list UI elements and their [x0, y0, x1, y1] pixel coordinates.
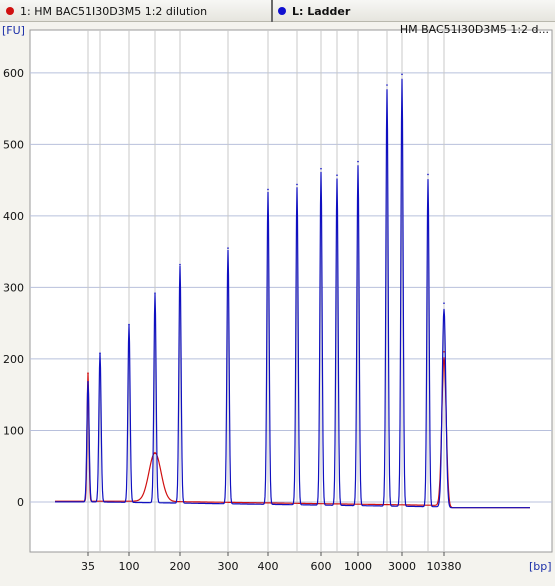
ladder-peak-point [179, 263, 181, 266]
ladder-peak-point [99, 352, 101, 355]
series-layer [55, 73, 530, 509]
ladder-peak-point [296, 183, 298, 186]
sample-peak-point [87, 372, 89, 375]
ladder-peak-point [87, 381, 89, 383]
x-axis-ticks: 35 100 200 300 400 600 1000 3000 10380 [81, 552, 462, 573]
y-tick-label: 0 [17, 496, 24, 509]
x-tick-label: 200 [170, 560, 191, 573]
ladder-peak-point [443, 302, 445, 304]
ladder-peak-point [386, 84, 388, 86]
y-axis-label: [FU] [2, 24, 25, 37]
x-tick-label: 1000 [344, 560, 372, 573]
y-tick-label: 300 [3, 281, 24, 294]
x-tick-label: 100 [119, 560, 140, 573]
x-tick-label: 300 [218, 560, 239, 573]
ladder-peak-point [401, 73, 403, 76]
tab-sample-1[interactable]: 1: HM BAC51I30D3M5 1:2 dilution [6, 0, 207, 22]
x-tick-label: 600 [311, 560, 332, 573]
y-tick-label: 100 [3, 424, 24, 437]
sample-tab-bar: 1: HM BAC51I30D3M5 1:2 dilution L: Ladde… [0, 0, 555, 22]
x-axis-label: [bp] [529, 560, 552, 573]
ladder-peak-point [227, 247, 229, 249]
ladder-series-line [55, 78, 530, 509]
ladder-peak-point [128, 323, 130, 326]
ladder-peak-point [357, 160, 359, 163]
tab-sample-1-label: 1: HM BAC51I30D3M5 1:2 dilution [20, 4, 208, 18]
sample-peak-point [443, 350, 445, 353]
ladder-peak-point [320, 167, 322, 170]
ladder-peak-point [154, 292, 156, 294]
plot-area [29, 29, 553, 553]
x-tick-label: 400 [258, 560, 279, 573]
tab-ladder-label: L: Ladder [292, 4, 351, 18]
tab-ladder[interactable]: L: Ladder [278, 0, 350, 22]
tab-divider [271, 0, 273, 22]
ladder-blue-dot-icon [278, 7, 286, 15]
horizontal-gridlines [30, 72, 552, 503]
ladder-peak-point [427, 173, 429, 176]
x-tick-label: 3000 [388, 560, 416, 573]
sample-series-line [55, 357, 530, 509]
sample-red-dot-icon [6, 7, 14, 15]
y-tick-label: 400 [3, 210, 24, 223]
ladder-peak-gridlines [87, 30, 445, 552]
x-tick-label: 10380 [427, 560, 462, 573]
electropherogram-chart: 0 100 200 300 400 500 600 35 100 200 300 400 600 100… [2, 23, 553, 573]
x-tick-label: 35 [81, 560, 95, 573]
y-tick-label: 600 [3, 67, 24, 80]
sample-peak-point [154, 452, 156, 455]
y-axis-ticks: 0 100 200 300 400 500 600 [3, 67, 24, 509]
ladder-peak-point [336, 174, 338, 176]
y-tick-label: 500 [3, 138, 24, 151]
chart-title: HM BAC51I30D3M5 1:2 d... [400, 23, 549, 36]
y-tick-label: 200 [3, 353, 24, 366]
ladder-peak-point [267, 188, 269, 191]
